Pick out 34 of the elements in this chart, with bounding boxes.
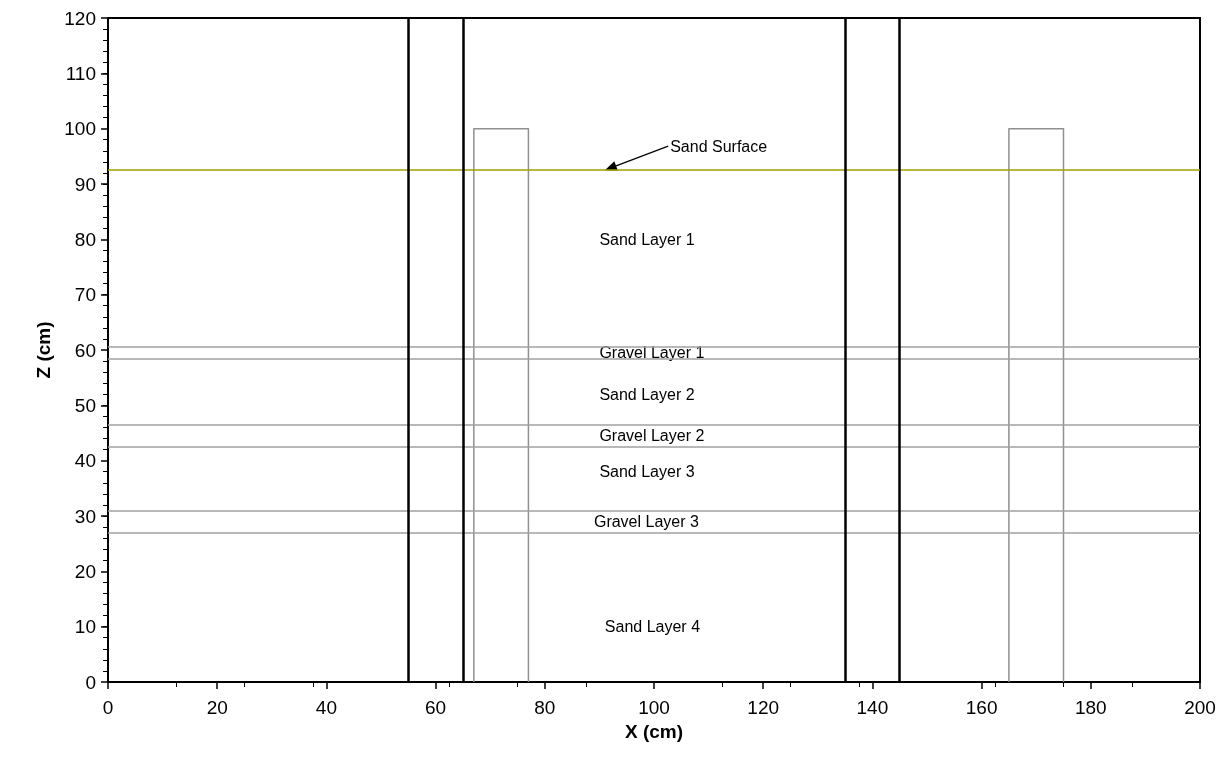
y-tick-label: 10	[74, 616, 96, 638]
y-tick-label: 0	[85, 671, 96, 693]
y-tick-label: 80	[74, 228, 96, 250]
x-tick-label: 80	[534, 697, 556, 718]
x-tick-label: 100	[638, 697, 670, 718]
annotation: Gravel Layer 2	[599, 427, 705, 445]
y-axis-title: Z (cm)	[33, 321, 54, 379]
x-tick-label: 140	[856, 697, 889, 718]
ref-line-label: Sand Surface	[670, 137, 768, 155]
x-tick-label: 60	[425, 697, 447, 718]
y-tick-label: 60	[74, 339, 96, 361]
x-tick-label: 180	[1074, 697, 1107, 718]
x-tick-label: 160	[965, 697, 998, 718]
y-tick-label: 120	[64, 7, 96, 29]
x-tick-label: 200	[1184, 697, 1216, 718]
x-tick-label: 20	[206, 697, 228, 718]
x-tick-label: 0	[102, 697, 114, 718]
annotation: Sand Layer 2	[599, 385, 695, 403]
y-tick-label: 70	[74, 284, 96, 306]
annotation: Gravel Layer 1	[599, 344, 705, 362]
y-tick-label: 30	[74, 505, 96, 527]
y-tick-label: 50	[74, 394, 96, 416]
annotation: Sand Layer 1	[599, 230, 695, 248]
y-tick-label: 20	[74, 560, 96, 582]
y-tick-label: 110	[65, 62, 96, 84]
x-axis-title: X (cm)	[624, 720, 684, 742]
x-tick-label: 40	[315, 697, 337, 718]
annotation: Sand Layer 3	[599, 463, 695, 481]
y-tick-label: 100	[64, 118, 96, 140]
annotation: Sand Layer 4	[604, 618, 701, 636]
annotation: Gravel Layer 3	[593, 512, 699, 530]
x-tick-label: 120	[747, 697, 780, 718]
y-tick-label: 90	[74, 173, 96, 195]
y-tick-label: 40	[74, 450, 96, 472]
